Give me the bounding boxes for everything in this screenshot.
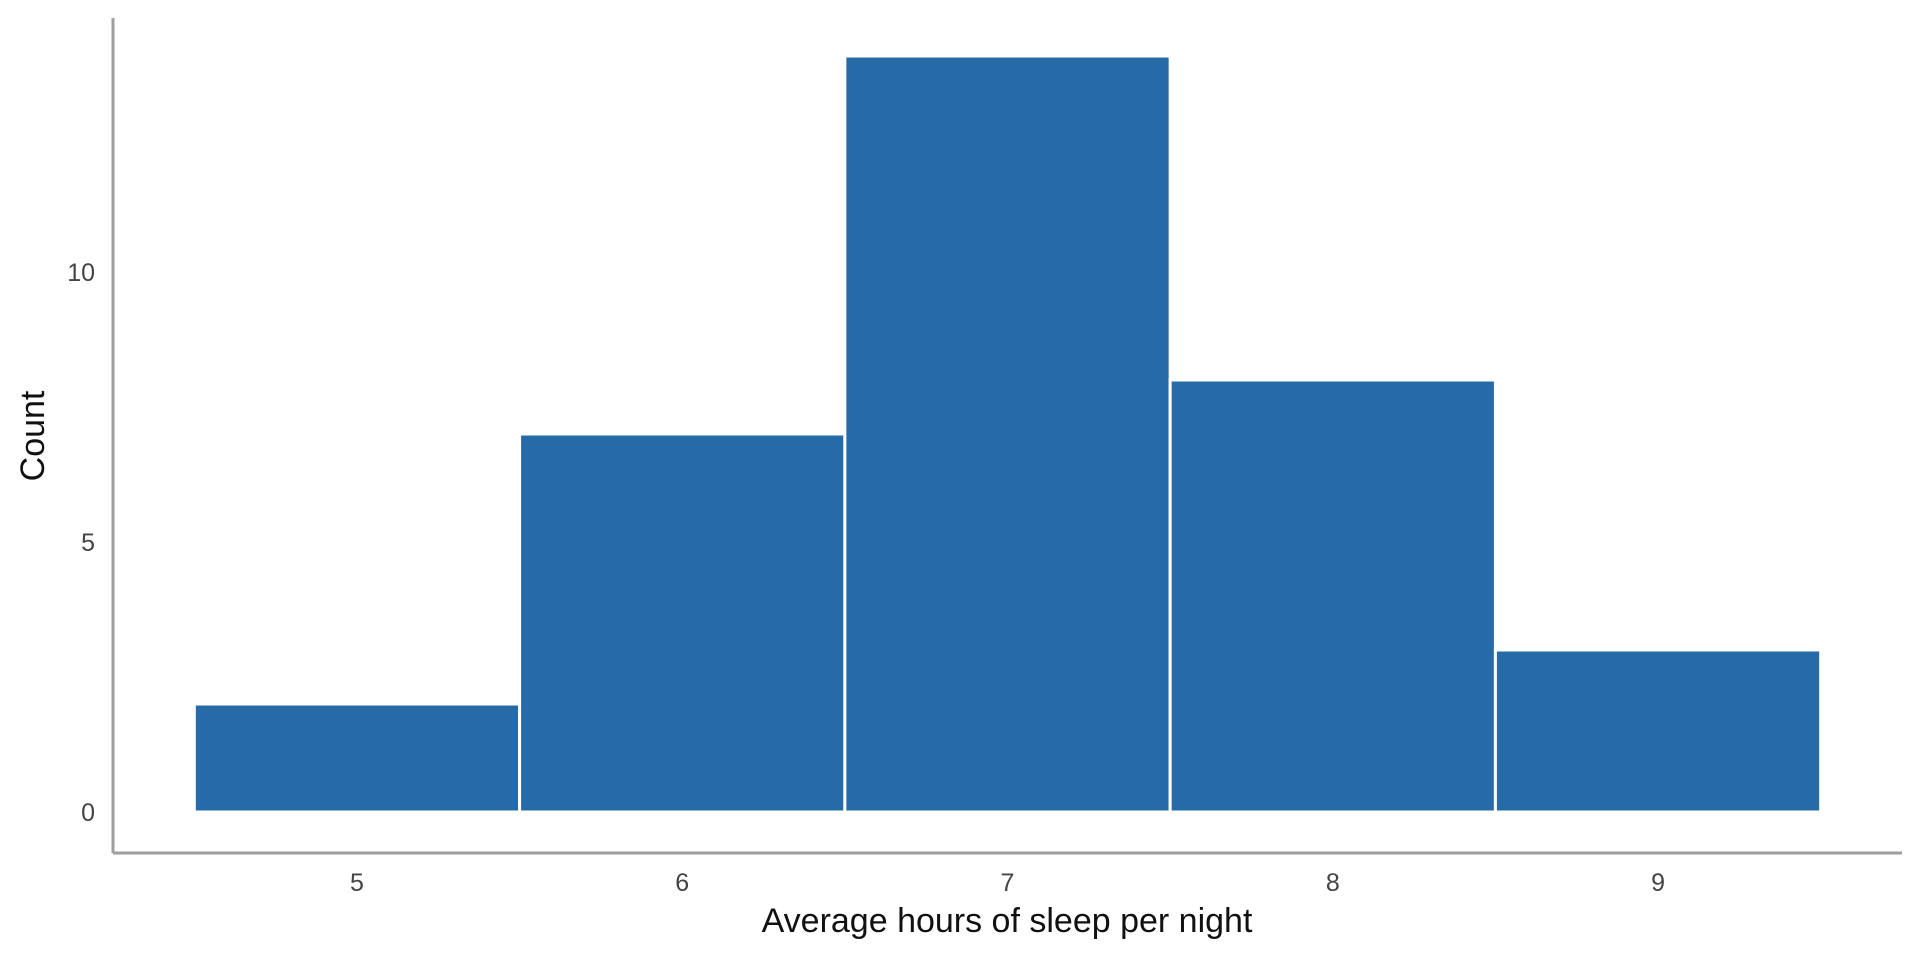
histogram-bar-8 bbox=[1168, 378, 1497, 814]
y-tick-labels: 0 5 10 bbox=[67, 259, 95, 827]
histogram-bar-6 bbox=[518, 432, 847, 814]
histogram-bar-5 bbox=[192, 702, 522, 814]
y-tick-label: 0 bbox=[81, 799, 95, 827]
x-tick-label: 7 bbox=[1001, 869, 1015, 897]
y-tick-label: 5 bbox=[81, 529, 95, 557]
x-tick-labels: 5 6 7 8 9 bbox=[350, 869, 1665, 897]
histogram-bar-7 bbox=[843, 54, 1172, 814]
x-tick-label: 6 bbox=[675, 869, 689, 897]
x-axis-title: Average hours of sleep per night bbox=[762, 902, 1253, 940]
x-tick-label: 5 bbox=[350, 869, 364, 897]
y-axis-title: Count bbox=[14, 390, 52, 481]
x-tick-label: 8 bbox=[1326, 869, 1340, 897]
histogram-bar-9 bbox=[1493, 648, 1823, 814]
y-tick-label: 10 bbox=[67, 259, 95, 287]
bars-group bbox=[192, 54, 1823, 814]
x-tick-label: 9 bbox=[1651, 869, 1665, 897]
